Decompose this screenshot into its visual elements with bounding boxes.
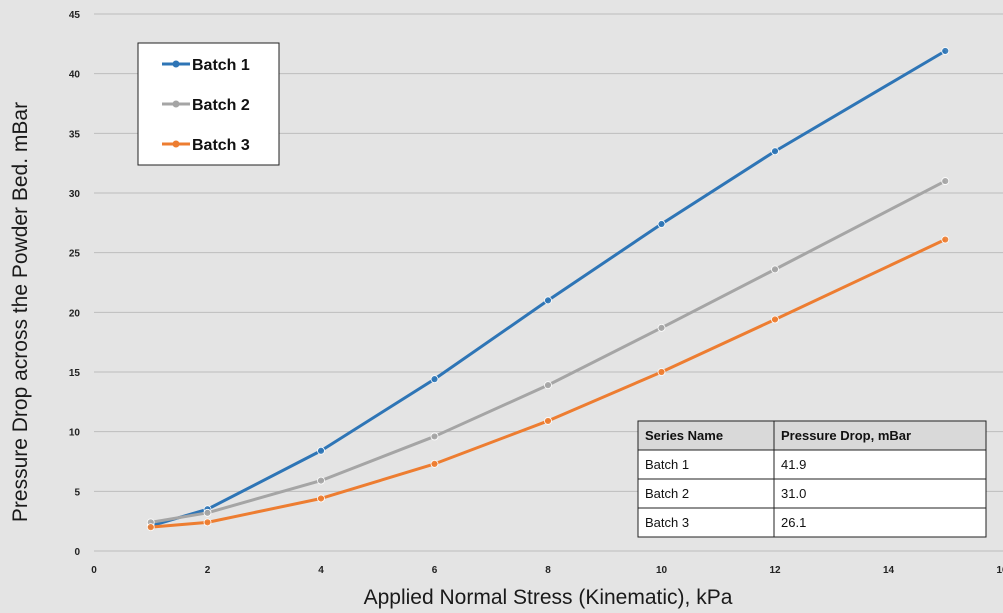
- legend-marker: [172, 60, 180, 68]
- data-point: [544, 296, 552, 305]
- y-tick-label: 15: [69, 368, 81, 379]
- table-cell: [773, 478, 987, 509]
- data-point: [941, 177, 950, 185]
- y-tick-label: 5: [74, 487, 80, 498]
- data-point: [771, 315, 779, 324]
- y-tick-labels: 0 5 10 15 20 25 30 35 40 45: [69, 10, 81, 558]
- table-cell: [637, 420, 775, 451]
- table-header: Series Name: [645, 428, 723, 443]
- data-point: [203, 508, 212, 517]
- series-line: [150, 179, 946, 524]
- y-tick-label: 25: [69, 249, 81, 260]
- table-cell: [773, 420, 987, 451]
- data-point: [941, 47, 950, 55]
- data-point: [203, 518, 212, 527]
- legend: Batch 1 Batch 2 Batch 3: [137, 42, 280, 166]
- x-tick-label: 8: [545, 565, 551, 576]
- data-point: [317, 446, 325, 455]
- table-value: 26.1: [781, 515, 806, 530]
- y-tick-label: 40: [69, 70, 81, 81]
- table-series-name: Batch 3: [645, 515, 689, 530]
- x-tick-label: 4: [318, 565, 324, 576]
- x-tick-label: 0: [91, 565, 97, 576]
- data-point: [771, 147, 779, 156]
- data-point: [941, 235, 950, 244]
- table-value: 41.9: [781, 457, 806, 472]
- data-point: [657, 368, 666, 376]
- x-axis-title: Applied Normal Stress (Kinematic), kPa: [364, 586, 733, 609]
- table-header: Pressure Drop, mBar: [781, 428, 911, 443]
- legend-marker: [172, 140, 180, 148]
- data-point: [430, 375, 439, 384]
- legend-label: Batch 2: [192, 97, 250, 114]
- y-tick-label: 0: [74, 547, 80, 558]
- x-tick-label: 16: [996, 565, 1003, 576]
- legend-label: Batch 1: [192, 57, 250, 74]
- y-tick-label: 45: [69, 10, 81, 21]
- y-tick-label: 20: [69, 308, 81, 319]
- y-tick-label: 35: [69, 129, 81, 140]
- series-3: [146, 235, 950, 532]
- data-table: Series Name Pressure Drop, mBar Batch 1 41.…: [637, 420, 987, 538]
- x-tick-label: 12: [769, 565, 781, 576]
- series-lines: [146, 47, 950, 532]
- data-point: [771, 265, 779, 274]
- y-tick-label: 30: [69, 189, 81, 200]
- y-axis-title: Pressure Drop across the Powder Bed. mBa…: [9, 102, 32, 522]
- table-cell: [773, 507, 987, 538]
- table-value: 31.0: [781, 486, 806, 501]
- data-point: [317, 494, 325, 503]
- legend-box: [137, 42, 280, 166]
- x-tick-label: 14: [883, 565, 895, 576]
- data-point: [430, 432, 439, 441]
- table-series-name: Batch 2: [645, 486, 689, 501]
- table-cell: [637, 478, 775, 509]
- data-point: [317, 476, 325, 485]
- data-point: [544, 417, 552, 425]
- data-point: [657, 323, 666, 332]
- x-tick-labels: 0 2 4 6 8 10 12 14 16: [91, 565, 1003, 576]
- table-cell: [637, 507, 775, 538]
- table-series-name: Batch 1: [645, 457, 689, 472]
- x-tick-label: 2: [205, 565, 211, 576]
- data-point: [430, 459, 439, 468]
- legend-label: Batch 3: [192, 137, 250, 154]
- data-point: [146, 523, 155, 532]
- legend-marker: [172, 100, 180, 108]
- data-point: [657, 220, 666, 228]
- y-tick-label: 10: [69, 428, 81, 439]
- series-line: [150, 238, 946, 529]
- data-point: [544, 381, 552, 390]
- x-tick-label: 6: [432, 565, 438, 576]
- x-tick-label: 10: [656, 565, 668, 576]
- series-line: [150, 49, 947, 528]
